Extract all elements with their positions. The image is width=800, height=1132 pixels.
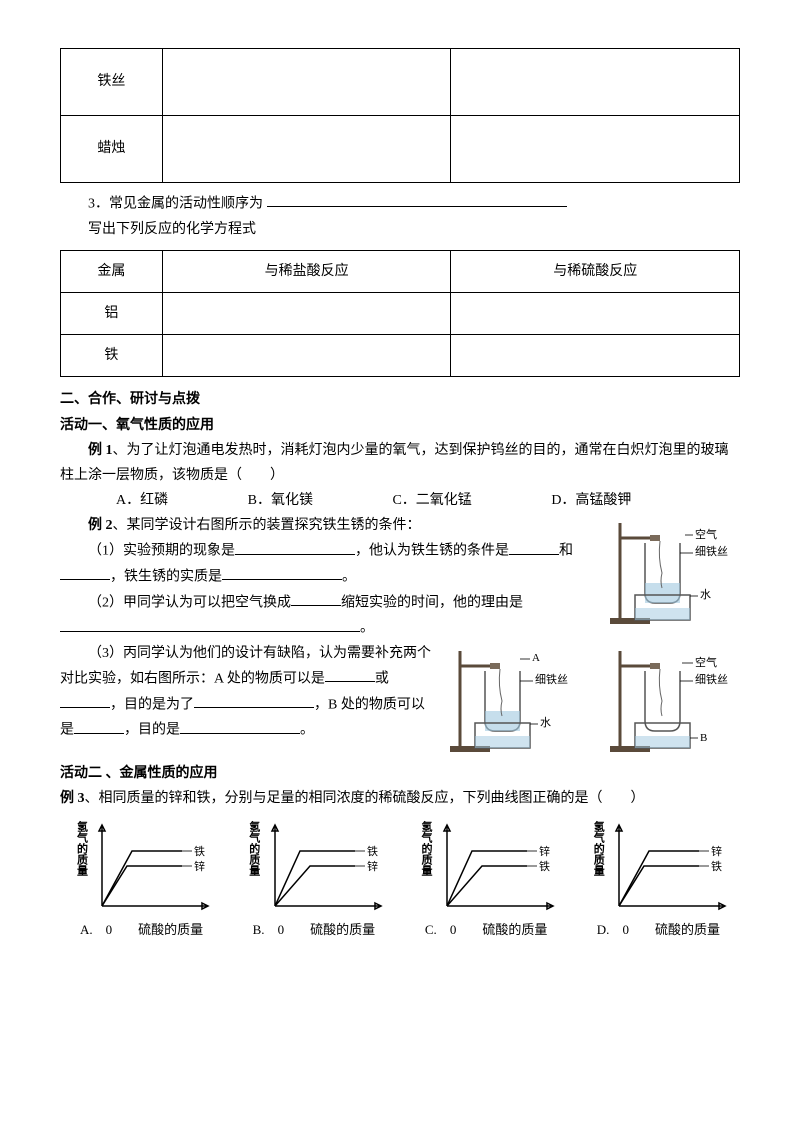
ex3-stem: 例 3、相同质量的锌和铁，分别与足量的相同浓度的稀硫酸反应，下列曲线图正确的是（… [60,786,740,811]
ex2-b10[interactable] [74,717,124,733]
ex2-block: 空气 细铁丝 水 例 2、某同学设计右图所示的装置探究铁生锈的条件： （1）实验… [60,513,740,761]
chart-C[interactable]: 氢气的质量 锌铁 C. 0 硫酸的质量 [405,821,568,941]
ex2-b5[interactable] [291,590,341,606]
ex1-options: A．红磷 B．氧化镁 C．二氧化锰 D．高锰酸钾 [60,488,740,513]
q3-blank[interactable] [267,191,567,207]
q3-line: 3．常见金属的活动性顺序为 [60,191,740,217]
t1-row1-c2 [162,49,451,116]
fig1-air-label: 空气 [695,527,717,541]
t2-h2: 与稀盐酸反应 [162,250,451,292]
ex2-figure1: 空气 细铁丝 水 [600,513,740,633]
t2-h3: 与稀硫酸反应 [451,250,740,292]
svg-text:B: B [700,732,707,744]
fig1-wire-label: 细铁丝 [695,545,728,558]
t2-r1-c2[interactable] [162,292,451,334]
svg-text:铁: 铁 [539,860,550,873]
t2-r2-c1: 铁 [61,335,163,377]
t2-r2-c2[interactable] [162,335,451,377]
t1-row1-c3 [451,49,740,116]
activity2-title: 活动二 、金属性质的应用 [60,761,740,786]
svg-text:锌: 锌 [194,859,205,873]
activity1-title: 活动一、氧气性质的应用 [60,413,740,438]
ex1-stem: 例 1、为了让灯泡通电发热时，消耗灯泡内少量的氧气，达到保护钨丝的目的，通常在白… [60,438,740,488]
ex1-optA[interactable]: A．红磷 [88,488,168,513]
charts-row: 氢气的质量 铁锌 A. 0 硫酸的质量 氢气的质量 铁锌 B. 0 硫酸的质量 … [60,821,740,941]
t2-r2-c3[interactable] [451,335,740,377]
ex1-optD[interactable]: D．高锰酸钾 [523,488,631,513]
svg-text:细铁丝: 细铁丝 [695,673,728,686]
ex2-figure-pair: A 细铁丝 水 空气 细铁丝 B [440,641,740,761]
t1-row2-c3 [451,116,740,183]
q3-note: 写出下列反应的化学方程式 [60,217,740,242]
ex2-b7[interactable] [325,666,375,682]
chart-A[interactable]: 氢气的质量 铁锌 A. 0 硫酸的质量 [60,821,223,941]
ex2-b2[interactable] [509,538,559,554]
svg-text:空气: 空气 [695,655,717,669]
t2-r1-c1: 铝 [61,292,163,334]
svg-text:锌: 锌 [367,859,378,873]
ex2-b4[interactable] [222,564,342,580]
chart-D[interactable]: 氢气的质量 锌铁 D. 0 硫酸的质量 [577,821,740,941]
svg-text:细铁丝: 细铁丝 [535,673,568,686]
ex1-optB[interactable]: B．氧化镁 [220,488,313,513]
svg-text:A: A [532,652,540,664]
ex2-b8[interactable] [60,692,110,708]
svg-text:铁: 铁 [711,860,722,873]
t2-r1-c3[interactable] [451,292,740,334]
ex2-b1[interactable] [235,538,355,554]
ex1-optC[interactable]: C．二氧化锰 [364,488,471,513]
section2-title: 二、合作、研讨与点拨 [60,387,740,412]
ex2-b6[interactable] [60,615,360,631]
svg-text:铁: 铁 [367,845,378,858]
chart-B[interactable]: 氢气的质量 铁锌 B. 0 硫酸的质量 [232,821,395,941]
ex2-b11[interactable] [180,717,300,733]
svg-text:铁: 铁 [194,845,205,858]
ex2-b9[interactable] [194,692,314,708]
q3-prefix: 3．常见金属的活动性顺序为 [88,196,263,211]
t1-row2-c2 [162,116,451,183]
ex2-b3[interactable] [60,564,110,580]
svg-text:锌: 锌 [539,844,550,858]
table-reactions: 金属 与稀盐酸反应 与稀硫酸反应 铝 铁 [60,250,740,378]
fig1-water-label: 水 [700,588,711,601]
svg-text:水: 水 [540,716,551,729]
t1-row2-c1: 蜡烛 [61,116,163,183]
svg-text:锌: 锌 [711,844,722,858]
t1-row1-c1: 铁丝 [61,49,163,116]
table-substances: 铁丝 蜡烛 [60,48,740,183]
t2-h1: 金属 [61,250,163,292]
